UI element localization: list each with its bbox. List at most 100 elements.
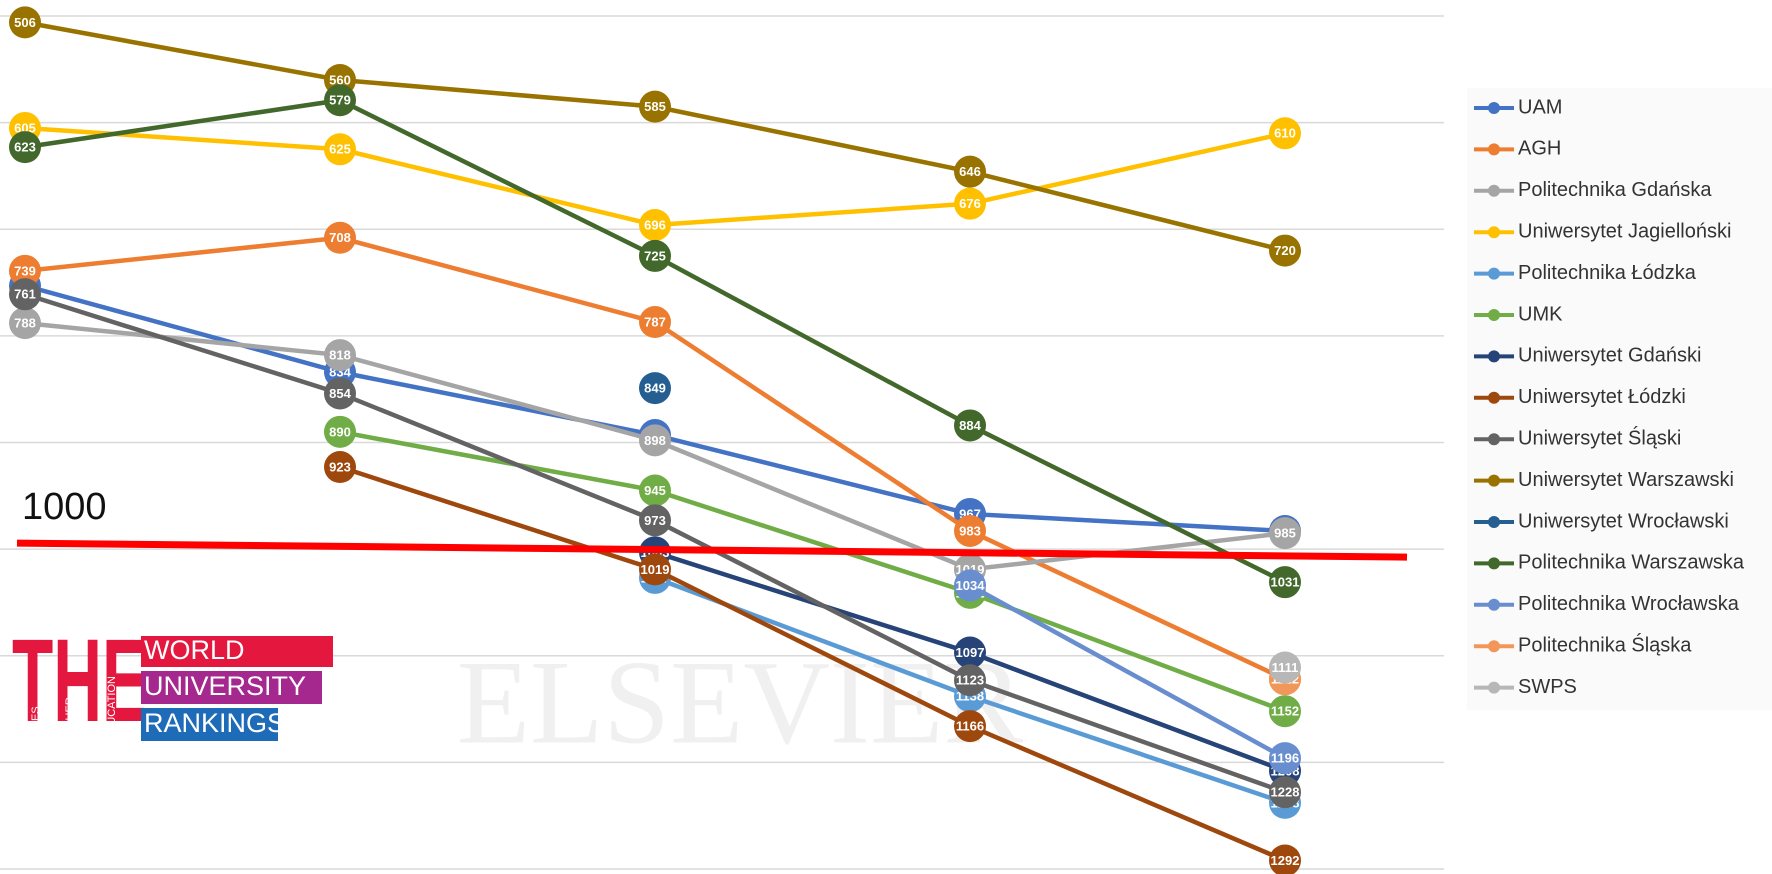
data-label: 985 (1274, 526, 1296, 541)
data-label: 973 (644, 513, 666, 528)
data-point (324, 415, 356, 448)
data-point (324, 451, 356, 484)
data-label: 646 (959, 164, 981, 179)
logo-side: TIMES (30, 706, 42, 740)
data-point (1269, 651, 1301, 684)
data-point (1269, 742, 1301, 775)
legend-swatch (1488, 474, 1500, 487)
series-line (339, 429, 1286, 714)
data-point (9, 254, 41, 287)
data-label: 1166 (956, 719, 984, 734)
data-label: 923 (329, 459, 351, 474)
data-label: 945 (644, 483, 666, 498)
legend-swatch (1488, 598, 1500, 611)
data-point (954, 187, 986, 220)
data-label: 585 (644, 99, 666, 114)
data-label: 623 (14, 140, 36, 155)
data-point (639, 424, 671, 457)
legend-label: Politechnika Warszawska (1518, 552, 1745, 574)
legend-label: UAM (1518, 96, 1562, 118)
legend-label: SWPS (1518, 676, 1577, 698)
logo-side: HIGHER (64, 697, 76, 740)
logo-band (141, 636, 333, 667)
legend-label: Politechnika Śląska (1518, 632, 1692, 656)
data-label: 849 (644, 381, 666, 396)
legend-swatch (1488, 516, 1500, 528)
data-label: 605 (14, 120, 36, 135)
data-label: 1123 (956, 673, 984, 688)
data-point (639, 474, 671, 507)
legend-swatch (1488, 681, 1500, 694)
data-point (9, 131, 41, 164)
data-point (1269, 517, 1301, 550)
legend-swatch (1488, 391, 1500, 404)
data-label: 1111 (1272, 660, 1299, 675)
data-point (1269, 776, 1301, 809)
data-point (639, 239, 671, 272)
data-point (954, 155, 986, 188)
data-point (1269, 566, 1301, 599)
data-label: 725 (644, 248, 666, 263)
data-point (1269, 117, 1301, 150)
data-point (639, 504, 671, 537)
data-point (1269, 844, 1301, 874)
series-line (968, 583, 1287, 761)
logo-text: UNIVERSITY (144, 671, 306, 701)
data-point (954, 569, 986, 602)
series-line (339, 464, 1286, 863)
legend-swatch (1488, 433, 1500, 446)
legend-swatch (1488, 143, 1500, 156)
legend-swatch (1488, 350, 1500, 363)
data-point (1269, 234, 1301, 267)
logo-side: EDUCATION (106, 676, 118, 740)
reference-label: 1000 (22, 486, 107, 528)
data-label: 818 (329, 348, 351, 363)
legend-swatch (1488, 640, 1500, 653)
legend-label: Politechnika Wrocławska (1518, 593, 1740, 615)
data-label: 1292 (1271, 853, 1300, 868)
legend-label: Uniwersytet Gdański (1518, 345, 1701, 367)
data-label: 560 (329, 72, 351, 87)
data-label: 884 (959, 418, 981, 433)
data-label: 1152 (1271, 704, 1299, 719)
legend-swatch (1488, 309, 1500, 321)
data-label: 1097 (956, 645, 985, 660)
data-point (324, 133, 356, 166)
data-point (324, 377, 356, 410)
data-label: 720 (1274, 243, 1296, 258)
data-point (639, 306, 671, 339)
legend-swatch (1488, 184, 1500, 197)
data-label: 506 (14, 15, 36, 30)
data-label: 761 (14, 287, 36, 302)
legend-label: UMK (1518, 303, 1563, 325)
legend-label: Politechnika Gdańska (1518, 179, 1712, 201)
legend-swatch (1488, 267, 1500, 280)
legend-label: Politechnika Łódzka (1518, 262, 1697, 284)
data-label: 1019 (641, 562, 670, 577)
data-point (324, 221, 356, 254)
legend-box (1467, 88, 1772, 710)
data-label: 1196 (1271, 751, 1299, 766)
logo: THE TIMES HIGHER EDUCATION WORLD UNIVERS… (12, 615, 333, 747)
data-label: 890 (329, 424, 351, 439)
data-label: 854 (329, 386, 351, 401)
data-point (639, 553, 671, 586)
data-label: 788 (14, 316, 36, 331)
data-label: 676 (959, 196, 981, 211)
data-point (954, 409, 986, 442)
data-point (954, 710, 986, 743)
data-point (639, 208, 671, 241)
legend-swatch (1488, 557, 1500, 570)
data-label: 739 (14, 263, 36, 278)
data-label: 1228 (1271, 785, 1300, 800)
data-point (324, 339, 356, 372)
data-label: 983 (959, 523, 981, 538)
data-label: 579 (329, 93, 351, 108)
reference-line (16, 539, 1408, 561)
data-label: 625 (329, 142, 351, 157)
data-point (954, 664, 986, 697)
logo-band (141, 671, 322, 704)
logo-text: WORLD (144, 635, 245, 665)
data-point (1269, 695, 1301, 728)
series-line (24, 235, 1286, 682)
